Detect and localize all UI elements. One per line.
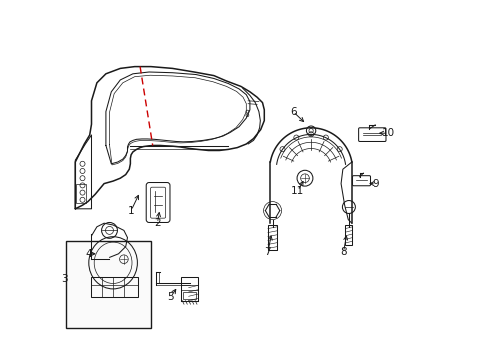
Text: 11: 11 bbox=[290, 186, 304, 196]
Bar bbox=[66, 241, 151, 328]
Bar bbox=[345, 225, 352, 245]
Text: 7: 7 bbox=[264, 247, 271, 257]
Text: 3: 3 bbox=[61, 274, 68, 284]
Text: 4: 4 bbox=[85, 249, 92, 259]
Text: 1: 1 bbox=[127, 206, 134, 216]
Bar bbox=[183, 292, 196, 299]
Text: 5: 5 bbox=[167, 292, 174, 302]
Text: 8: 8 bbox=[340, 247, 346, 257]
Bar bbox=[181, 277, 197, 301]
Bar bbox=[267, 225, 277, 250]
Text: 2: 2 bbox=[154, 218, 161, 228]
Text: 10: 10 bbox=[381, 128, 394, 138]
Text: 9: 9 bbox=[372, 179, 378, 189]
Text: 6: 6 bbox=[289, 107, 296, 117]
Bar bbox=[91, 277, 138, 297]
Bar bbox=[76, 184, 86, 203]
